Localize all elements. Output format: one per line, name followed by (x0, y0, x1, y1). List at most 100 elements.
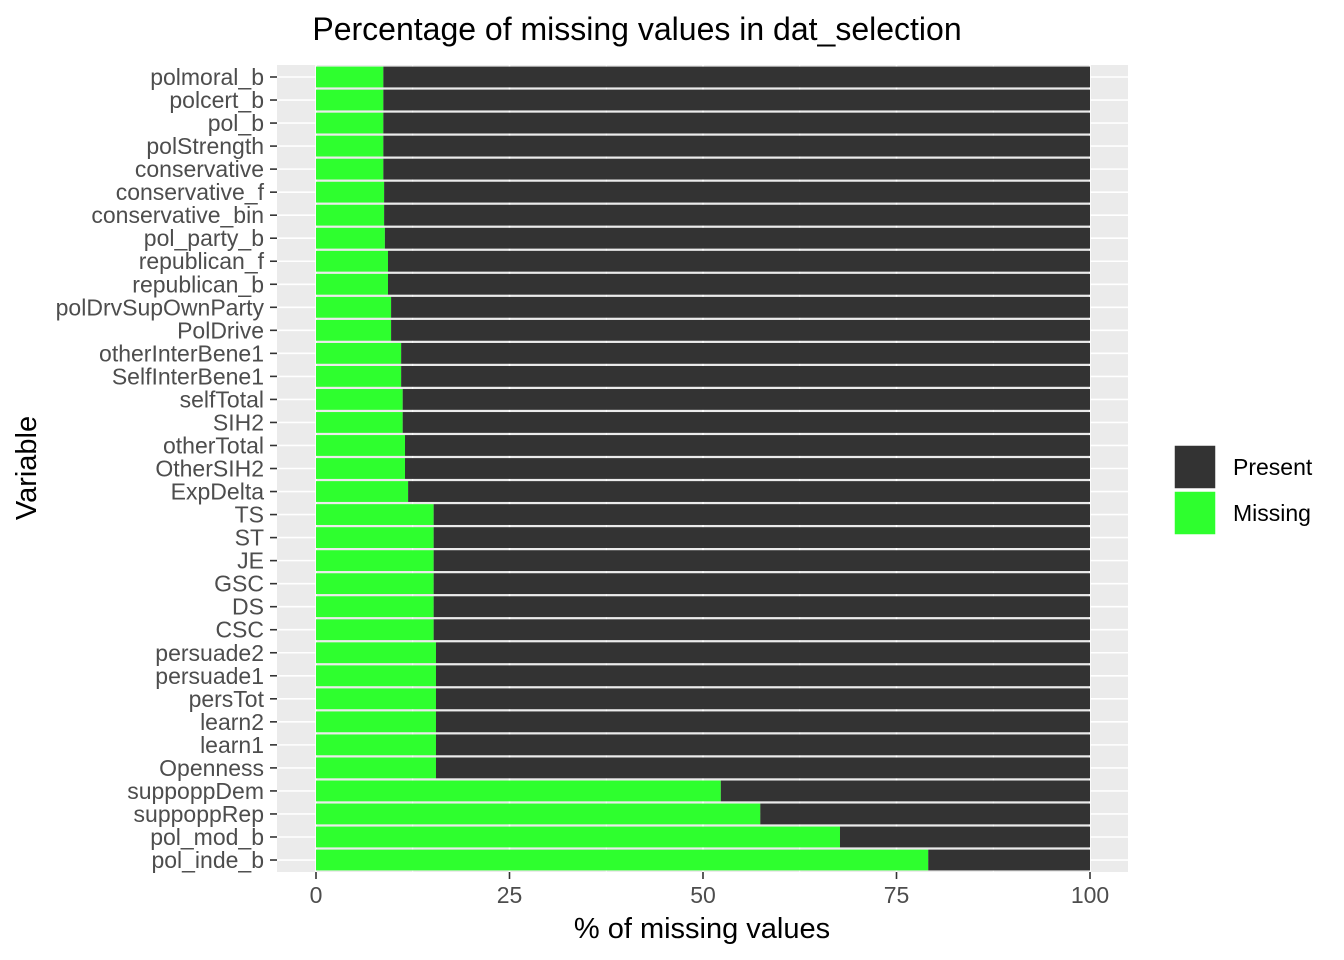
y-tick-label: suppoppDem (127, 778, 264, 804)
x-tick-label: 50 (690, 882, 716, 908)
y-tick-label: OtherSIH2 (155, 456, 264, 482)
bar-present (387, 273, 1090, 295)
bar-missing (316, 665, 436, 687)
bar-missing (316, 734, 436, 756)
y-tick-label: ExpDelta (171, 479, 265, 505)
y-tick-label: pol_inde_b (151, 847, 264, 873)
y-tick-label: ST (235, 525, 264, 551)
bar-present (760, 803, 1090, 825)
bar-missing (316, 89, 384, 111)
bar-missing (316, 319, 392, 341)
bar-present (401, 365, 1090, 387)
bar-missing (316, 365, 402, 387)
bar-present (383, 112, 1090, 134)
y-tick-label: otherTotal (163, 432, 264, 458)
legend-key-missing (1173, 490, 1217, 536)
bar-present (433, 573, 1090, 595)
y-tick-label: learn2 (200, 709, 264, 735)
bar-missing (316, 412, 403, 433)
y-tick-label: polDrvSupOwnParty (56, 294, 265, 320)
x-tick-label: 25 (497, 882, 523, 908)
bar-present (383, 135, 1090, 157)
bar-present (402, 412, 1090, 433)
y-tick-label: CSC (215, 617, 264, 643)
legend: Present Missing (1173, 444, 1313, 536)
x-tick-label: 100 (1071, 882, 1109, 908)
bar-present (433, 550, 1090, 572)
y-tick-label: conservative (135, 156, 264, 182)
bar-present (433, 504, 1090, 525)
y-tick-label: GSC (214, 571, 264, 597)
bar-present (433, 596, 1090, 618)
bar-missing (316, 550, 434, 572)
bar-missing (316, 757, 436, 779)
bar-missing (316, 481, 409, 502)
y-tick-label: PolDrive (177, 317, 264, 343)
chart-title: Percentage of missing values in dat_sele… (312, 11, 961, 47)
legend-label: Present (1233, 454, 1313, 480)
bar-missing (316, 250, 388, 272)
y-tick-label: JE (237, 548, 264, 574)
bar-missing (316, 596, 434, 618)
bar-missing (316, 158, 384, 180)
x-tick-label: 75 (884, 882, 910, 908)
bar-missing (316, 181, 385, 203)
bar-present (401, 342, 1090, 364)
bar-present (408, 481, 1091, 502)
bar-present (391, 296, 1090, 318)
y-tick-label: SIH2 (213, 409, 264, 435)
bar-missing (316, 66, 384, 88)
y-tick-label: DS (232, 594, 264, 620)
y-tick-label: conservative_f (116, 179, 265, 205)
x-axis-label: % of missing values (574, 913, 830, 945)
y-tick-label: polcert_b (169, 87, 264, 113)
bar-present (839, 826, 1090, 848)
bar-present (433, 619, 1090, 641)
bar-present (435, 757, 1091, 779)
bar-missing (316, 135, 384, 157)
bar-missing (316, 826, 840, 848)
bar-missing (316, 227, 385, 249)
bar-present (384, 227, 1090, 249)
y-axis: polmoral_bpolcert_bpol_bpolStrengthconse… (56, 64, 277, 873)
bar-missing (316, 527, 434, 548)
bar-present (405, 435, 1090, 456)
bar-present (402, 389, 1090, 410)
bar-present (383, 158, 1090, 180)
bar-present (387, 250, 1090, 272)
bar-missing (316, 711, 436, 733)
bar-missing (316, 112, 384, 134)
bar-present (435, 711, 1091, 733)
bar-missing (316, 573, 434, 595)
bar-missing (316, 458, 406, 479)
y-tick-label: learn1 (200, 732, 264, 758)
y-tick-label: pol_party_b (144, 225, 264, 251)
bar-missing (316, 273, 388, 295)
x-axis: 0 25 50 75 100 (310, 872, 1109, 908)
y-tick-label: TS (235, 502, 264, 528)
y-tick-label: persuade1 (155, 663, 264, 689)
y-tick-label: pol_mod_b (150, 824, 264, 850)
bar-missing (316, 849, 929, 871)
y-tick-label: Openness (159, 755, 264, 781)
bar-present (928, 849, 1090, 871)
bar-present (433, 527, 1090, 548)
bars (316, 66, 1091, 871)
x-tick-label: 0 (310, 882, 323, 908)
bar-present (435, 688, 1091, 710)
legend-label: Missing (1233, 500, 1311, 526)
y-tick-label: polStrength (146, 133, 264, 159)
y-tick-label: persuade2 (155, 640, 264, 666)
bar-present (391, 319, 1090, 341)
y-tick-label: selfTotal (180, 386, 264, 412)
bar-present (435, 665, 1091, 687)
bar-missing (316, 296, 392, 318)
bar-missing (316, 688, 436, 710)
bar-present (405, 458, 1090, 479)
bar-present (383, 89, 1090, 111)
bar-missing (316, 504, 434, 525)
bar-missing (316, 435, 406, 456)
legend-key-present (1173, 444, 1217, 490)
bar-present (383, 66, 1090, 88)
